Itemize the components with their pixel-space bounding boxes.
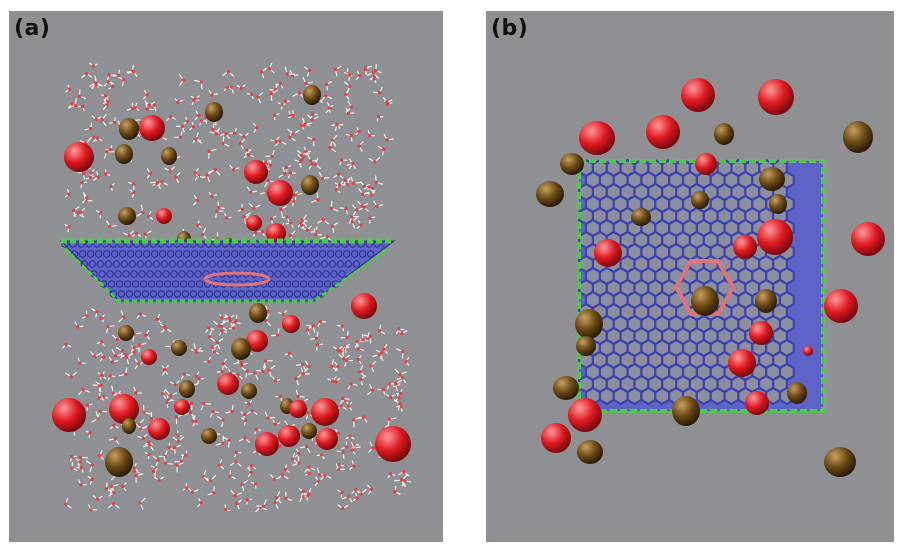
counter-ion-sphere [787, 382, 807, 404]
counter-ion-sphere [759, 167, 785, 191]
ion-sphere [758, 79, 794, 115]
ion-sphere [148, 418, 170, 440]
counter-ion-sphere [105, 447, 133, 477]
ion-sphere [757, 219, 793, 255]
ion-sphere [745, 391, 769, 415]
side-view-render [52, 62, 412, 513]
counter-ion-sphere [249, 303, 267, 323]
counter-ion-sphere [755, 289, 777, 313]
ion-sphere [244, 160, 268, 184]
ion-sphere [695, 153, 717, 175]
counter-ion-sphere [714, 123, 734, 145]
counter-ion-sphere [119, 118, 139, 140]
ion-sphere [579, 121, 615, 155]
counter-ion-sphere [118, 325, 134, 341]
water-molecules [60, 305, 412, 513]
counter-ion-sphere [301, 175, 319, 195]
counter-ion-sphere [122, 418, 136, 434]
ion-sphere [255, 432, 279, 456]
counter-ion-sphere [241, 383, 257, 399]
counter-ion-sphere [553, 376, 579, 400]
top-view-render [536, 78, 885, 477]
ion-sphere [311, 398, 339, 426]
panel-b-top-view: (b) [486, 11, 894, 542]
panel-b-label: (b) [491, 16, 529, 41]
ion-sphere [141, 349, 157, 365]
counter-ion-sphere [231, 338, 251, 360]
ion-sphere [109, 394, 139, 424]
ion-sphere [733, 235, 757, 259]
pore-ring [673, 259, 736, 316]
ion-sphere [217, 373, 239, 395]
graphene-sheet [59, 238, 396, 303]
panel-a-label: (a) [14, 16, 51, 41]
counter-ion-sphere [161, 147, 177, 165]
ion-sphere [594, 239, 622, 267]
ion-sphere [278, 425, 300, 447]
counter-ion-sphere [843, 121, 873, 153]
ion-sphere [282, 315, 300, 333]
ion-sphere [246, 330, 268, 352]
ion-sphere [375, 426, 411, 462]
ion-sphere [351, 293, 377, 319]
ion-sphere [568, 398, 602, 432]
counter-ion-sphere [115, 144, 133, 164]
ion-sphere [52, 398, 86, 432]
ion-sphere [289, 400, 307, 418]
counter-ion-sphere [691, 286, 719, 316]
counter-ion-sphere [171, 340, 187, 356]
ion-sphere [174, 399, 190, 415]
counter-ion-sphere [560, 153, 584, 175]
counter-ion-sphere [576, 336, 596, 356]
ion-sphere [681, 78, 715, 112]
counter-ion-sphere [179, 380, 195, 398]
panel-a-side-view: (a) [9, 11, 443, 542]
counter-ion-sphere [118, 207, 136, 225]
counter-ion-sphere [301, 423, 317, 439]
ion-sphere [851, 222, 885, 256]
ion-sphere [64, 142, 94, 172]
ion-sphere [749, 321, 773, 345]
counter-ion-sphere [631, 208, 651, 226]
ion-sphere [824, 289, 858, 323]
ion-sphere [728, 349, 756, 377]
counter-ion-sphere [536, 181, 564, 207]
ion-sphere [246, 215, 262, 231]
ion-sphere [267, 180, 293, 206]
ion-sphere [803, 346, 813, 356]
counter-ion-sphere [577, 440, 603, 464]
counter-ion-sphere [672, 396, 700, 426]
ion-sphere [139, 115, 165, 141]
counter-ion-sphere [303, 85, 321, 105]
counter-ion-sphere [691, 191, 709, 209]
counter-ion-sphere [575, 309, 603, 339]
counter-ion-sphere [824, 447, 856, 477]
pore-ring [203, 271, 271, 287]
counter-ion-sphere [205, 102, 223, 122]
water-molecules [64, 62, 394, 243]
ion-sphere [646, 115, 680, 149]
ion-sphere [266, 223, 286, 243]
ion-sphere [316, 428, 338, 450]
counter-ion-sphere [201, 428, 217, 444]
counter-ion-sphere [769, 194, 787, 214]
ion-sphere [541, 423, 571, 453]
ion-sphere [156, 208, 172, 224]
